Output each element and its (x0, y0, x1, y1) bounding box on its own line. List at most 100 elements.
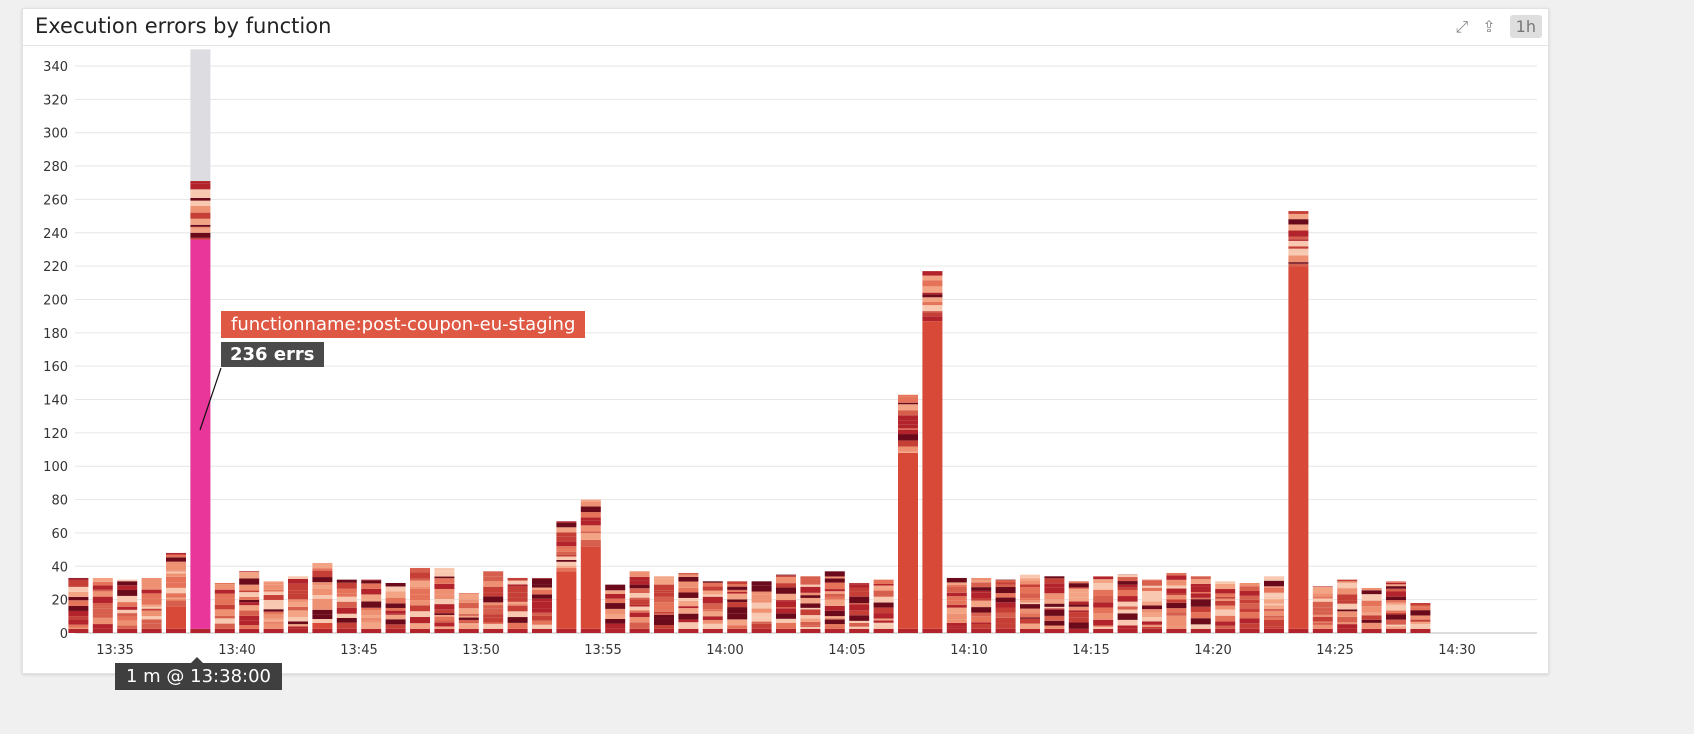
bar-segment (922, 271, 943, 276)
bar-segment (776, 575, 796, 577)
bar-segment (849, 604, 870, 611)
bar-segment (117, 606, 138, 610)
bar-segment (288, 606, 308, 611)
bar-segment (1117, 596, 1138, 602)
time-range-button[interactable]: 1h (1509, 15, 1542, 38)
bar-segment (483, 608, 504, 615)
bar-segment (922, 628, 943, 633)
bar-segment (336, 582, 357, 589)
bar-segment (1264, 592, 1284, 596)
bar-segment (776, 600, 796, 602)
bar-segment (1264, 609, 1284, 611)
bar-segment (1166, 585, 1187, 589)
bar-segment (1142, 605, 1162, 610)
bar-segment (995, 582, 1016, 585)
bar-segment (1166, 615, 1187, 622)
bar-segment (556, 521, 577, 523)
bar-segment (1264, 610, 1284, 616)
bar-segment (946, 626, 967, 629)
bar-segment (995, 617, 1016, 624)
bar-segment (312, 562, 333, 569)
bar-segment (117, 585, 138, 590)
bar-segment (532, 598, 552, 602)
bar-segment (141, 606, 162, 609)
bar-segment (1288, 253, 1309, 256)
bar-segment (1020, 628, 1040, 633)
bar-segment (507, 586, 528, 593)
bar-segment (239, 596, 260, 600)
bar-segment (1093, 579, 1114, 584)
bar-segment (68, 616, 89, 620)
bar-segment (800, 607, 821, 610)
expand-icon[interactable]: ⤢ (1455, 16, 1469, 36)
bar-segment (263, 584, 284, 590)
bar-segment (1312, 586, 1333, 594)
bar-segment (1361, 615, 1382, 620)
y-tick-label: 80 (51, 494, 68, 509)
bar-segment (654, 611, 674, 614)
bar-segment (898, 420, 918, 425)
bar-segment (751, 599, 772, 603)
bar-segment (166, 573, 186, 577)
bar-segment (288, 583, 308, 591)
bar-segment (580, 512, 601, 518)
bar-segment (1337, 588, 1358, 595)
bar-segment (1093, 589, 1114, 596)
bar-segment (385, 613, 406, 615)
bar-segment (92, 585, 113, 590)
bar-segment (68, 605, 89, 611)
bar-segment (507, 622, 528, 629)
bar-segment (1142, 612, 1162, 618)
bar-segment (483, 605, 504, 609)
bar-segment (312, 619, 333, 623)
bar-segment (166, 565, 186, 571)
bar-segment (1093, 602, 1114, 608)
bar-segment (1337, 624, 1358, 629)
bar-segment (1142, 601, 1162, 606)
bar-segment (385, 628, 406, 633)
bar-segment (1410, 628, 1431, 633)
bar-segment (410, 572, 430, 579)
bar-segment (434, 613, 455, 615)
bar-segment (1386, 600, 1406, 603)
bar-segment (629, 628, 650, 633)
bar-segment (434, 594, 455, 600)
y-tick-label: 160 (43, 360, 68, 375)
bar-segment (1361, 600, 1382, 607)
bar-segment (263, 622, 284, 624)
bar-segment (898, 402, 918, 405)
share-icon[interactable]: ⇪ (1482, 17, 1496, 36)
bar-segment (1166, 593, 1187, 596)
bar-segment (1288, 263, 1309, 267)
bar-segment (629, 599, 650, 605)
bar-segment (946, 613, 967, 620)
bar-segment (190, 237, 211, 240)
bar-segment (1044, 625, 1065, 629)
bar-segment (483, 586, 504, 593)
bar-segment (1068, 617, 1089, 623)
bar-segment (1410, 605, 1431, 608)
bar-segment (214, 589, 235, 594)
bar-segment (1386, 591, 1406, 597)
bar-segment (1337, 628, 1358, 633)
bar-segment (971, 607, 992, 613)
bar-segment (190, 212, 211, 219)
bar-segment (556, 532, 577, 537)
bar-segment (92, 628, 113, 633)
bar-segment (800, 609, 821, 616)
bar-segment (117, 595, 138, 603)
bar-segment (1215, 625, 1236, 629)
bar-segment (1386, 588, 1406, 592)
bar-segment (776, 608, 796, 614)
bar-segment (483, 571, 504, 577)
bar-segment (995, 612, 1016, 618)
bar-segment (1264, 599, 1284, 604)
bar-segment (824, 576, 845, 579)
bar-segment (434, 599, 455, 605)
bar-segment (190, 206, 211, 213)
bar-segment (971, 622, 992, 624)
bar-segment (751, 594, 772, 600)
bar-segment (971, 590, 992, 593)
bar-segment (1166, 602, 1187, 609)
